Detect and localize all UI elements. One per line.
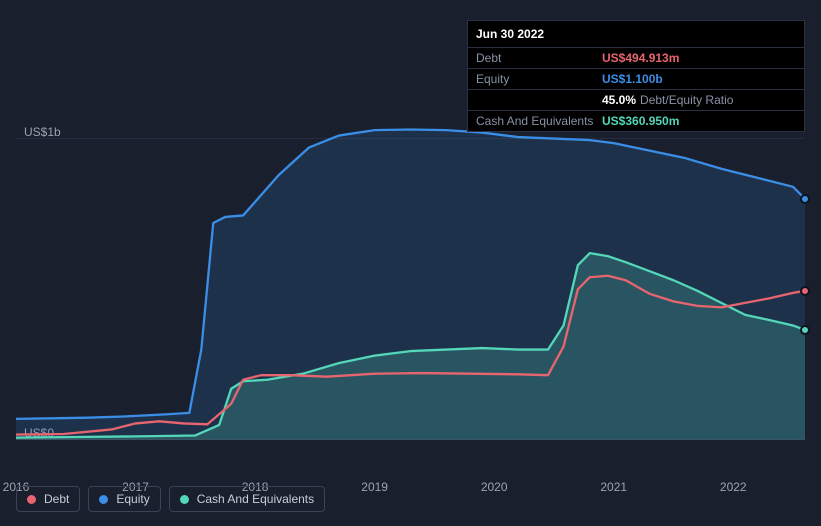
- end-marker-cash: [800, 325, 810, 335]
- legend-item-debt[interactable]: Debt: [16, 486, 80, 512]
- tooltip-row: DebtUS$494.913m: [468, 47, 804, 68]
- tooltip-row: Cash And EquivalentsUS$360.950m: [468, 110, 804, 131]
- tooltip-row-label: Debt: [476, 51, 602, 65]
- chart-plot-area: US$0US$1b 2016201720182019202020212022: [16, 122, 805, 476]
- x-axis-label: 2022: [720, 480, 747, 494]
- tooltip-row-value: US$360.950m: [602, 114, 679, 128]
- legend-label: Debt: [44, 492, 69, 506]
- tooltip-row-label: Cash And Equivalents: [476, 114, 602, 128]
- tooltip-row-suffix: Debt/Equity Ratio: [640, 93, 733, 107]
- end-marker-equity: [800, 194, 810, 204]
- legend-item-cash-and-equivalents[interactable]: Cash And Equivalents: [169, 486, 325, 512]
- legend-dot-icon: [27, 495, 36, 504]
- x-axis-label: 2019: [361, 480, 388, 494]
- tooltip-row: EquityUS$1.100b: [468, 68, 804, 89]
- tooltip-row-value: US$494.913m: [602, 51, 679, 65]
- tooltip-row-value: 45.0%: [602, 93, 636, 107]
- x-axis-label: 2020: [481, 480, 508, 494]
- chart-container: Jun 30 2022 DebtUS$494.913mEquityUS$1.10…: [0, 0, 821, 526]
- legend-label: Equity: [116, 492, 149, 506]
- x-axis-label: 2021: [600, 480, 627, 494]
- legend-label: Cash And Equivalents: [197, 492, 314, 506]
- chart-tooltip: Jun 30 2022 DebtUS$494.913mEquityUS$1.10…: [467, 20, 805, 132]
- tooltip-row-label: [476, 93, 602, 107]
- legend-dot-icon: [180, 495, 189, 504]
- legend-item-equity[interactable]: Equity: [88, 486, 160, 512]
- legend-dot-icon: [99, 495, 108, 504]
- end-marker-debt: [800, 286, 810, 296]
- tooltip-row-value: US$1.100b: [602, 72, 663, 86]
- tooltip-row: 45.0% Debt/Equity Ratio: [468, 89, 804, 110]
- chart-svg: [16, 122, 805, 440]
- tooltip-row-label: Equity: [476, 72, 602, 86]
- legend: Debt Equity Cash And Equivalents: [16, 486, 325, 512]
- tooltip-date: Jun 30 2022: [468, 21, 804, 47]
